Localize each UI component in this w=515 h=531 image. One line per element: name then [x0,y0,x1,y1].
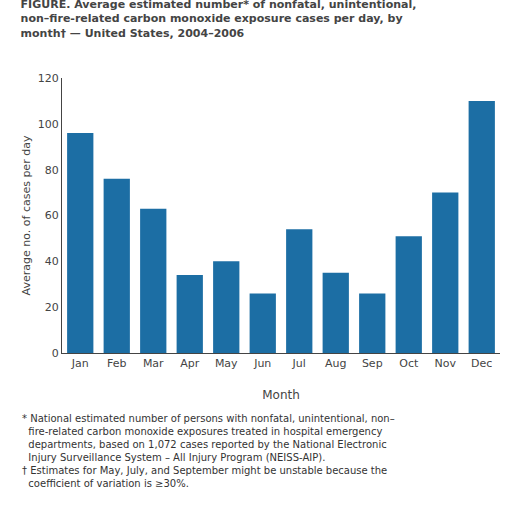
svg-text:60: 60 [45,209,59,222]
svg-text:Apr: Apr [180,357,200,370]
svg-text:Oct: Oct [399,357,419,370]
svg-text:Sep: Sep [362,357,383,370]
svg-text:100: 100 [38,118,59,131]
svg-text:* National estimated number of: * National estimated number of persons w… [22,413,395,489]
svg-text:0: 0 [52,347,59,360]
svg-text:80: 80 [45,164,59,177]
svg-text:Mar: Mar [143,357,164,370]
svg-text:Aug: Aug [325,357,346,370]
svg-text:Jul: Jul [292,357,306,370]
svg-text:FIGURE. Average estimated numb: FIGURE. Average estimated number* of non… [21,0,417,40]
svg-text:Jun: Jun [253,357,271,370]
svg-text:Month: Month [262,388,300,402]
svg-text:20: 20 [45,301,59,314]
svg-text:May: May [215,357,238,370]
svg-text:Average no. of cases per day: Average no. of cases per day [20,135,33,295]
svg-text:Dec: Dec [471,357,492,370]
svg-text:Feb: Feb [107,357,126,370]
svg-text:Jan: Jan [71,357,89,370]
svg-text:120: 120 [38,72,59,85]
svg-text:Nov: Nov [435,357,457,370]
svg-text:40: 40 [45,255,59,268]
